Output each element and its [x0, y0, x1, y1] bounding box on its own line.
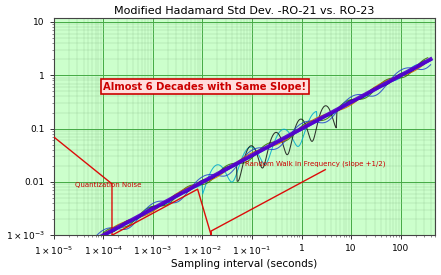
Text: Random Walk in Frequency (slope +1/2): Random Walk in Frequency (slope +1/2)	[245, 161, 385, 167]
X-axis label: Sampling interval (seconds): Sampling interval (seconds)	[172, 259, 318, 270]
Title: Modified Hadamard Std Dev. -RO-21 vs. RO-23: Modified Hadamard Std Dev. -RO-21 vs. RO…	[114, 6, 375, 16]
Text: Quantization Noise: Quantization Noise	[75, 182, 141, 188]
Text: Almost 6 Decades with Same Slope!: Almost 6 Decades with Same Slope!	[103, 81, 306, 92]
